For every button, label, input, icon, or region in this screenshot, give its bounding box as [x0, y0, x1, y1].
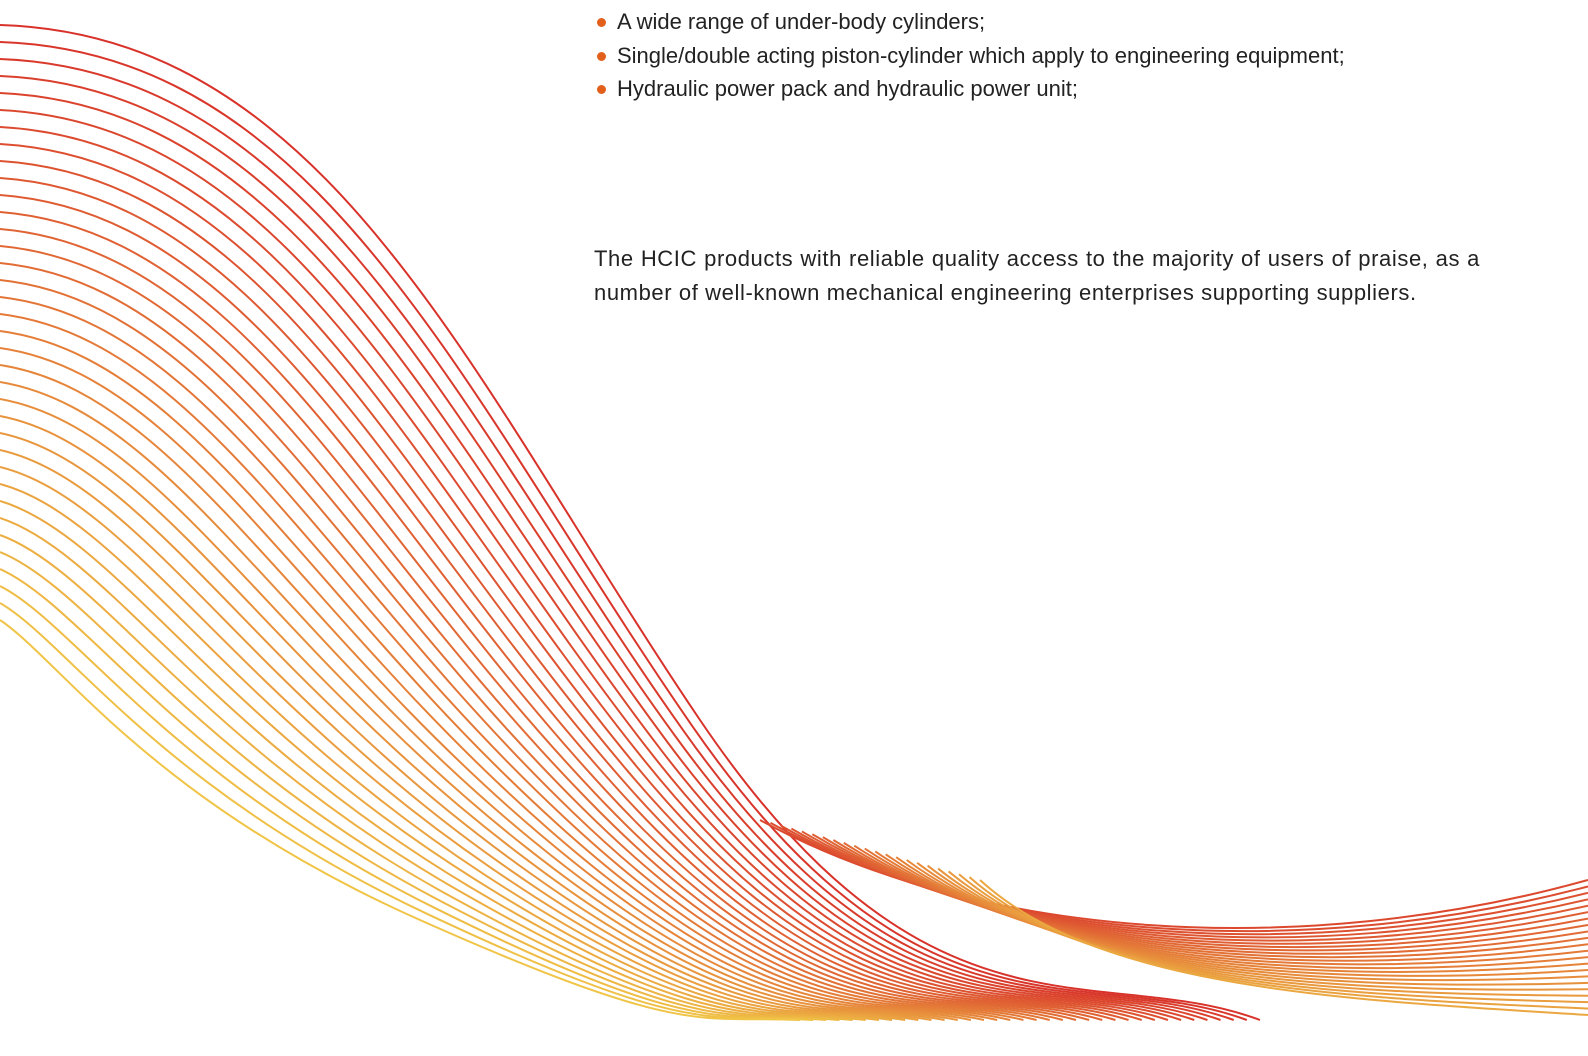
wave-line [0, 41, 1248, 1021]
wave-line [0, 177, 1143, 1021]
wave-line [0, 415, 958, 1021]
wave-line [916, 862, 1588, 982]
wave-line [0, 75, 1221, 1021]
wave-line [0, 279, 1064, 1021]
wave-line [0, 126, 1182, 1021]
wave-line [937, 867, 1588, 991]
wave-line [958, 873, 1588, 1004]
wave-line [0, 517, 879, 1021]
wave-line [0, 432, 945, 1021]
wave-line [0, 211, 1116, 1021]
wave-line [0, 228, 1103, 1021]
wave-line [968, 876, 1588, 1010]
wave-line [0, 466, 919, 1021]
wave-line [906, 859, 1588, 977]
wave-line [0, 619, 801, 1021]
wave-line [0, 313, 1037, 1021]
bullet-item: Single/double acting piston-cylinder whi… [594, 39, 1345, 73]
wave-line [0, 381, 985, 1021]
wave-line [0, 568, 840, 1021]
wave-line [0, 534, 866, 1021]
wave-line [0, 160, 1156, 1021]
wave-line [0, 364, 998, 1021]
wave-line [0, 585, 827, 1021]
wave-line [979, 879, 1588, 1016]
wave-line [0, 500, 893, 1021]
wave-line [0, 262, 1077, 1021]
paragraph: The HCIC products with reliable quality … [594, 246, 1480, 305]
bullet-item: A wide range of under-body cylinders; [594, 5, 1345, 39]
wave-line [0, 483, 906, 1021]
wave-line [0, 143, 1169, 1021]
wave-line [895, 856, 1588, 973]
wave-line [0, 24, 1261, 1021]
wave-line [0, 449, 932, 1021]
wave-line [947, 870, 1588, 997]
wave-line [0, 347, 1011, 1021]
wave-line [0, 194, 1129, 1021]
wave-line [0, 296, 1050, 1021]
wave-line [0, 398, 972, 1021]
bullet-list: A wide range of under-body cylinders; Si… [594, 5, 1345, 106]
wave-line [0, 551, 853, 1021]
wave-line [885, 853, 1588, 969]
wave-line [0, 92, 1208, 1021]
wave-line [0, 109, 1195, 1021]
wave-line [0, 602, 814, 1021]
wave-line [0, 58, 1235, 1021]
wave-line [927, 864, 1588, 986]
wave-line [0, 330, 1024, 1021]
wave-line [0, 245, 1090, 1021]
bullet-item: Hydraulic power pack and hydraulic power… [594, 72, 1345, 106]
wave-line [874, 850, 1588, 966]
